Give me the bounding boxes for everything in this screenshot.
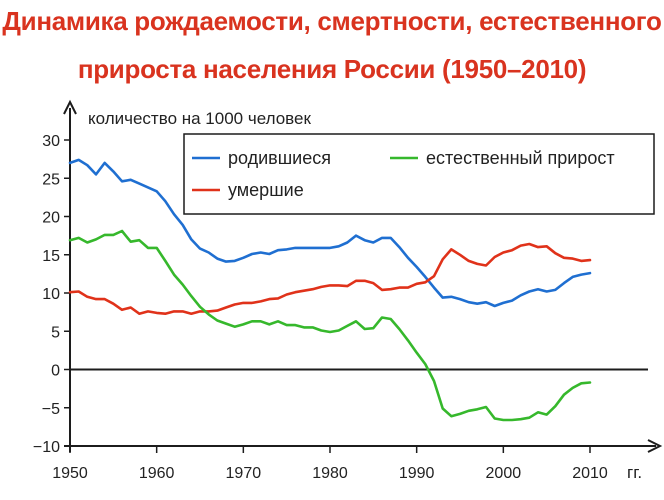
x-tick-label: 1990 xyxy=(399,465,435,482)
x-tick-label: 2000 xyxy=(486,465,522,482)
y-tick-label: 20 xyxy=(42,210,60,227)
y-tick-label: 25 xyxy=(42,171,60,188)
y-tick-label: 30 xyxy=(42,133,60,150)
y-tick-label: 15 xyxy=(42,248,60,265)
legend: родившиеся умершие естественный прирост xyxy=(183,133,655,215)
x-tick-label: 2010 xyxy=(572,465,608,482)
y-ticks: 30 25 20 15 10 5 0 −5 −10 xyxy=(33,133,70,456)
series-lines xyxy=(68,158,592,422)
chart-title-line-1: Динамика рождаемости, смертности, естест… xyxy=(2,6,662,36)
y-tick-label: −10 xyxy=(33,439,60,456)
y-tick-label: 0 xyxy=(51,363,60,380)
y-tick-label: 10 xyxy=(42,286,60,303)
y-axis-arrow xyxy=(63,99,77,115)
y-axis-label: количество на 1000 человек xyxy=(88,109,311,128)
legend-box xyxy=(183,133,655,215)
series-line-3 xyxy=(68,229,592,422)
series-line-1 xyxy=(68,158,592,308)
chart-title-line-2: прироста населения России (1950–2010) xyxy=(77,54,587,84)
y-tick-label: −5 xyxy=(42,401,60,418)
x-axis-unit: гг. xyxy=(627,463,642,482)
x-tick-label: 1970 xyxy=(226,465,262,482)
y-tick-label: 5 xyxy=(51,324,60,341)
legend-label-3: естественный прирост xyxy=(426,148,615,168)
axes xyxy=(63,99,663,453)
series-line-2 xyxy=(68,242,592,315)
x-tick-label: 1980 xyxy=(312,465,348,482)
x-ticks: 1950 1960 1970 1980 1990 2000 2010 xyxy=(52,446,608,482)
x-tick-label: 1950 xyxy=(52,465,88,482)
legend-label-2: умершие xyxy=(228,180,304,200)
x-axis-arrow xyxy=(647,439,663,453)
x-tick-label: 1960 xyxy=(139,465,175,482)
legend-label-1: родившиеся xyxy=(228,148,331,168)
